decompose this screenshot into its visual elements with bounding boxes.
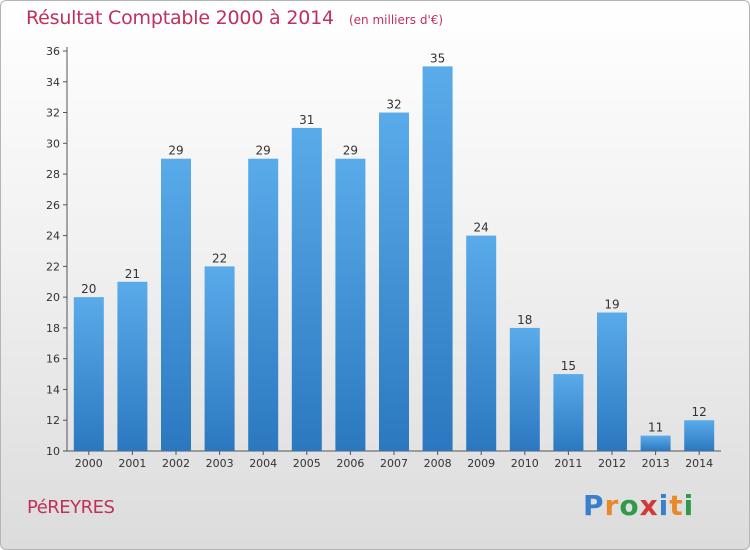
- y-tick-label: 16: [46, 353, 60, 366]
- bar-2002: [161, 158, 191, 451]
- x-tick-label-2000: 2000: [75, 457, 103, 470]
- data-label-2009: 24: [474, 221, 489, 235]
- bar-2005: [291, 127, 322, 451]
- bar-2014: [684, 420, 715, 451]
- x-tick-label-2002: 2002: [162, 457, 190, 470]
- proxiti-logo[interactable]: Proxiti: [583, 489, 694, 522]
- bar-2001: [117, 281, 148, 451]
- data-label-2014: 12: [692, 405, 707, 419]
- bar-2012: [597, 312, 627, 451]
- x-tick-label-2012: 2012: [598, 457, 626, 470]
- data-label-2003: 22: [212, 251, 227, 265]
- x-tick-label-2006: 2006: [336, 457, 364, 470]
- bar-2000: [73, 297, 104, 451]
- data-label-2012: 19: [604, 298, 619, 312]
- chart-title: Résultat Comptable 2000 à 2014: [26, 7, 334, 29]
- logo-letter: x: [639, 489, 659, 522]
- y-tick-label: 22: [46, 260, 60, 273]
- data-label-2004: 29: [256, 144, 271, 158]
- bar-2009: [466, 235, 497, 451]
- y-tick-label: 12: [46, 414, 60, 427]
- y-tick-label: 34: [46, 76, 60, 89]
- x-tick-label-2003: 2003: [206, 457, 234, 470]
- bar-2003: [204, 266, 235, 451]
- logo-letter: t: [669, 489, 684, 522]
- data-label-2002: 29: [168, 144, 183, 158]
- chart-subtitle: (en milliers d'€): [348, 13, 444, 27]
- logo-letter: o: [619, 489, 640, 522]
- data-label-2010: 18: [517, 313, 532, 327]
- logo-letter: r: [604, 489, 620, 522]
- y-tick-label: 36: [46, 45, 60, 58]
- x-tick-label-2011: 2011: [554, 457, 582, 470]
- data-label-2005: 31: [299, 113, 314, 127]
- bar-2011: [553, 374, 584, 451]
- data-label-2013: 11: [648, 421, 663, 435]
- x-tick-label-2004: 2004: [249, 457, 277, 470]
- y-tick-label: 32: [46, 107, 60, 120]
- bar-2006: [335, 158, 366, 451]
- logo-letter: i: [683, 489, 695, 522]
- y-tick-label: 20: [46, 291, 60, 304]
- data-label-2000: 20: [81, 282, 96, 296]
- x-tick-label-2007: 2007: [380, 457, 408, 470]
- bar-2007: [379, 112, 409, 452]
- data-label-2001: 21: [125, 267, 140, 281]
- data-label-2008: 35: [430, 51, 445, 65]
- y-tick-label: 30: [46, 137, 60, 150]
- logo-letter: P: [583, 489, 605, 522]
- x-tick-label-2013: 2013: [642, 457, 670, 470]
- bar-2008: [422, 66, 453, 451]
- y-tick-label: 10: [46, 445, 60, 458]
- logo-letter: i: [658, 489, 670, 522]
- x-tick-label-2010: 2010: [511, 457, 539, 470]
- y-tick-label: 26: [46, 199, 60, 212]
- data-label-2011: 15: [561, 359, 576, 373]
- commune-name: PéREYRES: [27, 497, 115, 518]
- chart-header: Résultat Comptable 2000 à 2014 (en milli…: [26, 7, 443, 29]
- x-tick-label-2001: 2001: [118, 457, 146, 470]
- y-tick-label: 18: [46, 322, 60, 335]
- x-tick-label-2005: 2005: [293, 457, 321, 470]
- x-tick-label-2014: 2014: [685, 457, 713, 470]
- data-label-2007: 32: [386, 98, 401, 112]
- bar-2010: [509, 327, 540, 451]
- data-label-2006: 29: [343, 144, 358, 158]
- bar-2013: [640, 435, 671, 451]
- x-tick-label-2009: 2009: [467, 457, 495, 470]
- bar-2004: [248, 158, 279, 451]
- y-tick-label: 28: [46, 168, 60, 181]
- y-tick-label: 14: [46, 383, 60, 396]
- x-tick-label-2008: 2008: [424, 457, 452, 470]
- y-tick-label: 24: [46, 230, 60, 243]
